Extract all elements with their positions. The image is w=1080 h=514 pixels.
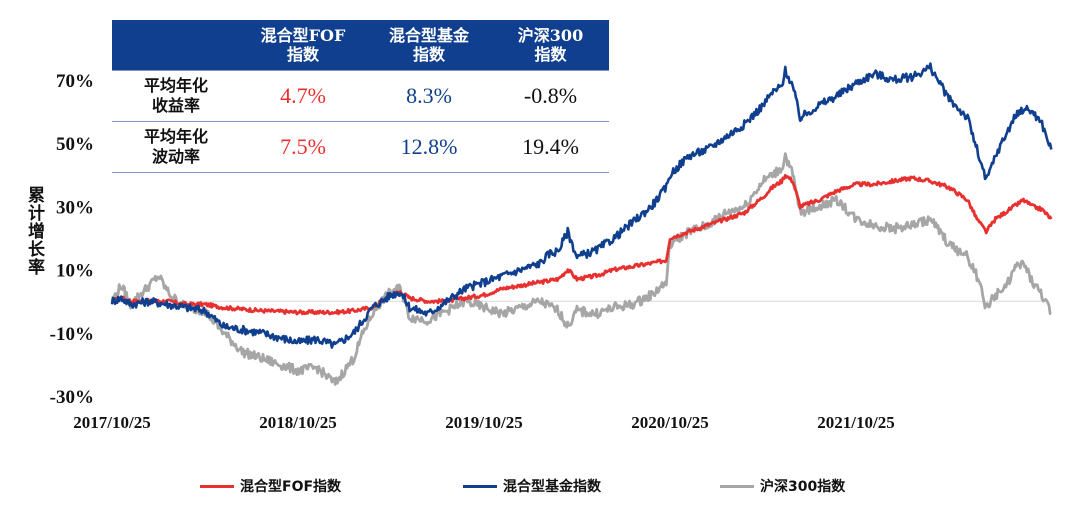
y-tick-label: 50% xyxy=(56,134,94,155)
y-tick-label: 10% xyxy=(56,261,94,282)
stats-row-return: 平均年化 收益率 4.7% 8.3% -0.8% xyxy=(112,70,609,122)
stats-cell: 8.3% xyxy=(366,70,492,122)
legend-label: 混合型FOF指数 xyxy=(240,479,342,495)
series-line-mixed-fund xyxy=(110,62,1053,349)
legend-item-hs300: 沪深300指数 xyxy=(720,474,845,498)
stats-cell: 19.4% xyxy=(492,121,609,173)
legend-item-mixed: 混合型基金指数 xyxy=(463,474,601,498)
x-axis-ticks: 2017/10/25 2018/10/25 2019/10/25 2020/10/25… xyxy=(73,413,894,432)
y-tick-label: -30% xyxy=(50,387,94,408)
series-line-hs300 xyxy=(110,152,1052,386)
stats-header-fof: 混合型FOF 指数 xyxy=(240,20,366,71)
y-tick-label: -10% xyxy=(50,324,94,345)
legend-swatch xyxy=(200,484,234,488)
legend-swatch xyxy=(463,484,497,488)
y-tick-label: 70% xyxy=(56,71,94,92)
x-tick-label: 2019/10/25 xyxy=(445,413,522,432)
stats-cell: 4.7% xyxy=(240,70,366,122)
stats-header-blank xyxy=(112,20,240,71)
y-tick-label: 30% xyxy=(56,197,94,218)
stats-header-mixed: 混合型基金 指数 xyxy=(366,20,492,71)
legend-item-fof: 混合型FOF指数 xyxy=(200,474,341,498)
legend-swatch xyxy=(720,484,754,488)
y-axis-label: 累计增长率 xyxy=(24,186,45,276)
series-lines xyxy=(110,62,1053,386)
x-tick-label: 2020/10/25 xyxy=(631,413,708,432)
stats-cell: 7.5% xyxy=(240,121,366,173)
stats-table-header: 混合型FOF 指数 混合型基金 指数 沪深300 指数 xyxy=(112,20,609,71)
legend-label: 混合型基金指数 xyxy=(503,479,601,495)
stats-cell: 12.8% xyxy=(366,121,492,173)
stats-table: 混合型FOF 指数 混合型基金 指数 沪深300 指数 平均年化 收益率 4.7% 8.… xyxy=(112,20,609,173)
chart-legend: 混合型FOF指数 混合型基金指数 沪深300指数 xyxy=(0,474,1080,498)
x-tick-label: 2017/10/25 xyxy=(73,413,150,432)
stats-row-label: 平均年化 收益率 xyxy=(112,70,240,122)
x-tick-label: 2018/10/25 xyxy=(259,413,336,432)
y-axis-ticks: 70% 50% 30% 10% -10% -30% xyxy=(50,71,94,408)
stats-row-label: 平均年化 波动率 xyxy=(112,121,240,173)
stats-header-hs300: 沪深300 指数 xyxy=(492,20,609,71)
stats-row-volatility: 平均年化 波动率 7.5% 12.8% 19.4% xyxy=(112,121,609,173)
stats-cell: -0.8% xyxy=(492,70,609,122)
series-line-fof xyxy=(111,173,1053,316)
legend-label: 沪深300指数 xyxy=(760,479,846,495)
x-tick-label: 2021/10/25 xyxy=(817,413,894,432)
